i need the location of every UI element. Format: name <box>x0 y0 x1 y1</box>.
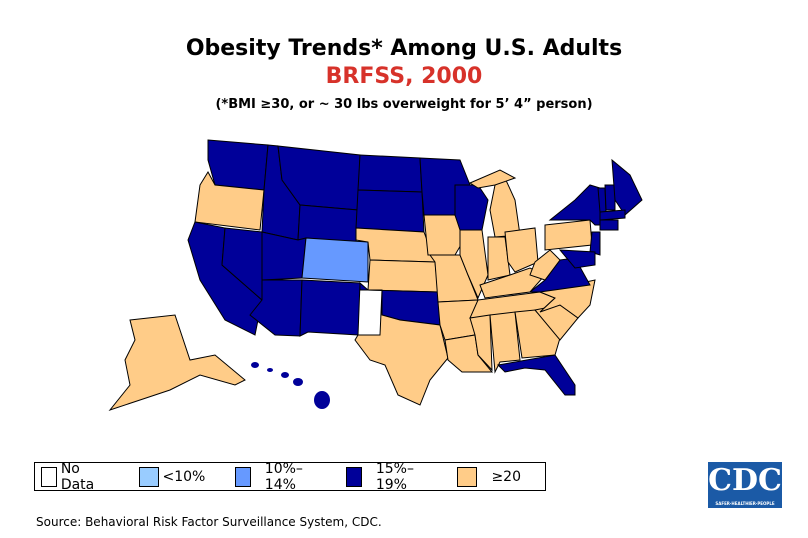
state-ut <box>261 231 307 281</box>
state-hi <box>281 372 289 378</box>
source-note: Source: Behavioral Risk Factor Surveilla… <box>36 515 382 529</box>
state-oh <box>504 227 539 273</box>
legend-label: No Data <box>60 460 95 493</box>
legend-swatch <box>235 466 251 487</box>
state-ks <box>367 259 439 293</box>
state-wy <box>297 204 359 243</box>
state-ga <box>514 309 561 359</box>
state-nh <box>604 184 616 211</box>
state-hi <box>251 362 259 368</box>
legend-item-15-19: 15%–19% <box>346 461 427 493</box>
legend: No Data <10% 10%–14% 15%–19% ≥20 <box>34 461 546 493</box>
legend-swatch <box>346 466 362 487</box>
legend-label: 15%–19% <box>375 460 414 493</box>
state-nd <box>357 154 423 193</box>
state-wv <box>529 249 561 281</box>
state-hi <box>293 378 303 386</box>
legend-label: <10% <box>162 468 206 485</box>
legend-item-10-14: 10%–14% <box>235 461 316 493</box>
chart-subtitle: BRFSS, 2000 <box>325 64 483 89</box>
state-ct <box>599 219 619 231</box>
legend-swatch <box>41 466 57 487</box>
legend-swatch <box>457 466 478 487</box>
state-me <box>611 158 643 216</box>
state-nj <box>589 231 601 256</box>
state-co <box>301 237 369 283</box>
state-ma <box>599 209 626 221</box>
state-mi <box>468 169 517 189</box>
legend-label: 10%–14% <box>264 460 303 493</box>
state-sd <box>355 189 425 233</box>
legend-item-nodata: No Data <box>41 461 105 493</box>
legend-item-ge20: ≥20 <box>457 466 521 487</box>
state-pa <box>544 219 593 251</box>
chart-note: (*BMI ≥30, or ~ 30 lbs overweight for 5’… <box>215 97 593 112</box>
state-mi <box>489 177 521 238</box>
state-ak <box>108 314 246 412</box>
legend-label: ≥20 <box>491 468 521 485</box>
state-hi <box>267 368 273 372</box>
legend-item-lt10: <10% <box>138 466 206 487</box>
state-md <box>558 249 596 269</box>
state-fl <box>496 354 576 396</box>
state-ny <box>548 184 607 226</box>
state-wi <box>454 184 489 231</box>
state-or <box>194 170 265 231</box>
state-hi <box>314 391 330 409</box>
logo-tagline: SAFER·HEALTHIER·PEOPLE <box>715 501 775 506</box>
logo-text: CDC <box>708 463 782 498</box>
state-il <box>459 229 489 300</box>
state-nm <box>299 279 361 337</box>
legend-swatch <box>138 466 159 487</box>
state-tx <box>354 289 449 406</box>
state-wa <box>207 139 269 191</box>
state-ms <box>469 314 493 372</box>
cdc-logo: CDC SAFER·HEALTHIER·PEOPLE <box>708 462 782 508</box>
state-al <box>489 311 521 374</box>
chart-title: Obesity Trends* Among U.S. Adults <box>185 36 623 61</box>
